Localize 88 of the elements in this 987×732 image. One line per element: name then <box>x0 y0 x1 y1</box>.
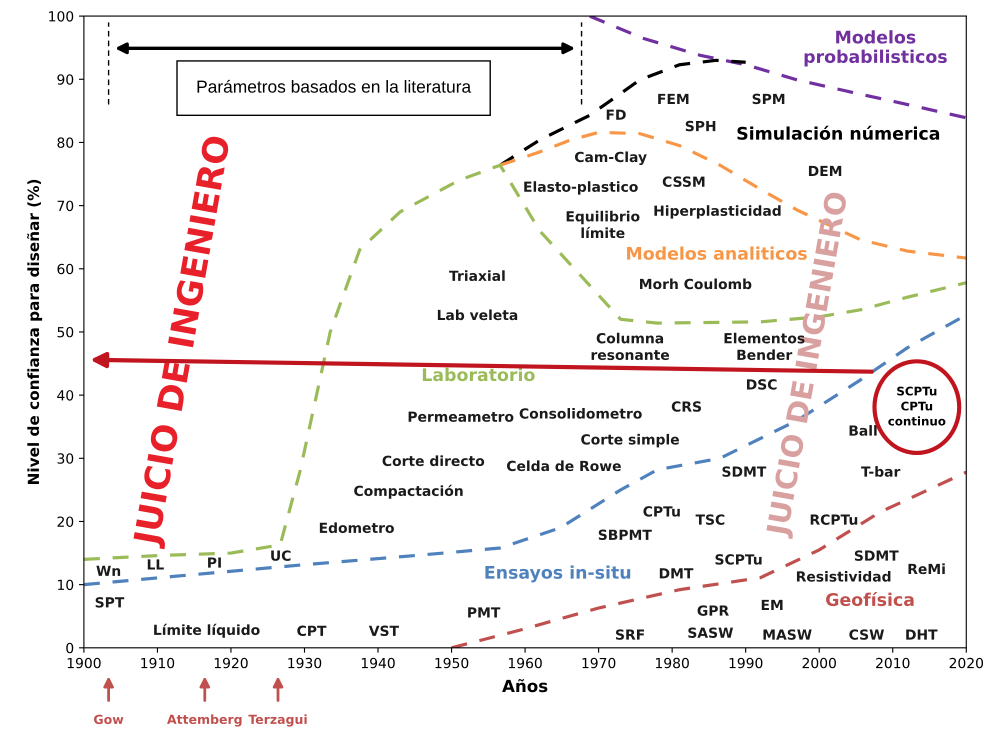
annotation: Wn <box>96 566 120 576</box>
text: Attemberg <box>167 714 242 727</box>
annotation: CSSM <box>662 176 704 187</box>
annotation: CPT <box>297 626 326 636</box>
y-tick-label: 90 <box>57 74 74 85</box>
y-tick-label: 70 <box>58 200 74 212</box>
y-tick-label: 50 <box>58 326 74 338</box>
x-tick-label: 1960 <box>508 658 542 668</box>
annotation: Columna resonante <box>592 332 670 360</box>
annotation: CRS <box>672 401 701 412</box>
series-label: Modelos probabilisticos <box>804 30 947 66</box>
annotation: Consolidometro <box>520 408 642 419</box>
x-tick-label: 2010 <box>876 658 910 668</box>
annotation: SRF <box>616 629 644 640</box>
annotation: Permeametro <box>408 412 514 422</box>
text: Simulación númerica <box>737 126 940 140</box>
annotation: Límite líquido <box>154 624 260 638</box>
annotation: EM <box>762 600 783 610</box>
x-tick-label: 1970 <box>582 658 616 668</box>
annotation: Resistividad <box>796 570 890 582</box>
annotation: Equilibrio límite <box>566 210 640 238</box>
y-tick-label: 80 <box>57 137 74 148</box>
line-series <box>588 16 966 120</box>
annotation: Edometro <box>320 522 394 534</box>
x-tick-label: 1900 <box>68 658 101 668</box>
y-tick-label: 100 <box>49 11 74 22</box>
annotation: Lab veleta <box>438 309 518 320</box>
annotation: Corte directo <box>382 455 484 466</box>
annotation: Elasto-plastico <box>524 181 638 195</box>
annotation: MASW <box>763 629 812 640</box>
annotation: Compactación <box>354 484 463 499</box>
x-tick-label: 1930 <box>288 658 322 668</box>
annotation: LL <box>148 559 164 570</box>
y-tick-label: 20 <box>58 516 74 527</box>
x-tick-label: 2000 <box>802 658 836 668</box>
text: Laboratorio <box>422 368 535 382</box>
x-tick-label: 1940 <box>362 658 395 668</box>
annotation: CSW <box>849 629 884 640</box>
y-tick-label: 60 <box>57 264 74 274</box>
y-tick-label: 0 <box>66 642 74 654</box>
annotation: ReMi <box>908 563 945 574</box>
annotation: SPH <box>686 120 716 132</box>
annotation: Morh Coulomb <box>640 278 752 290</box>
y-tick-label: 30 <box>58 453 74 464</box>
annotation: T-bar <box>861 466 900 477</box>
annotation: VST <box>368 626 399 636</box>
annotation: SCPTu CPTu continuo <box>888 386 946 426</box>
annotation: Triaxial <box>449 270 505 282</box>
annotation: DEM <box>808 166 842 176</box>
annotation: Ball <box>850 425 877 436</box>
annotation: FD <box>606 110 626 120</box>
y-tick-label: 10 <box>58 580 74 590</box>
annotation: SDMT <box>722 466 766 477</box>
annotation: Cam-Clay <box>574 151 647 166</box>
annotation: CPTu <box>643 506 680 517</box>
x-tick-label: 1980 <box>656 658 689 668</box>
x-tick-label: 2020 <box>950 658 984 668</box>
annotation: UC <box>271 550 291 561</box>
series-label: Ensayos in-situ <box>485 565 630 582</box>
annotation: Corte simple <box>581 434 679 448</box>
annotation: GPR <box>698 605 729 616</box>
annotation: FEM <box>658 94 688 104</box>
annotation: Parámetros basados en la literatura <box>198 80 472 93</box>
y-tick-label: 40 <box>57 390 74 401</box>
x-tick-label: 1950 <box>435 658 468 668</box>
y-axis-title: Nivel de confianza para diseñar (%) <box>27 180 42 484</box>
annotation: DHT <box>906 630 938 640</box>
text: Geofísica <box>826 592 914 606</box>
annotation: Hiperplasticidad <box>654 205 781 219</box>
text: Gow <box>94 714 124 724</box>
x-tick-label: 1990 <box>730 658 762 668</box>
text: Terzagui <box>248 714 307 727</box>
annotation: RCPTu <box>810 514 858 525</box>
annotation: SDMT <box>854 550 899 561</box>
x-tick-label: 1920 <box>214 658 248 668</box>
annotation: SBPMT <box>598 530 652 540</box>
annotation: TSC <box>696 514 724 525</box>
annotation: DMT <box>660 568 694 578</box>
annotation: SCPTu <box>716 554 762 565</box>
x-axis-title: Años <box>502 679 548 692</box>
annotation: PI <box>208 558 221 568</box>
x-tick-label: 1910 <box>141 658 174 668</box>
annotation: SPM <box>752 94 784 104</box>
annotation: Celda de Rowe <box>506 460 621 472</box>
annotation: SASW <box>688 627 733 638</box>
annotation: SPT <box>96 597 124 608</box>
annotation: DSC <box>746 379 777 390</box>
annotation: PMT <box>468 607 500 618</box>
